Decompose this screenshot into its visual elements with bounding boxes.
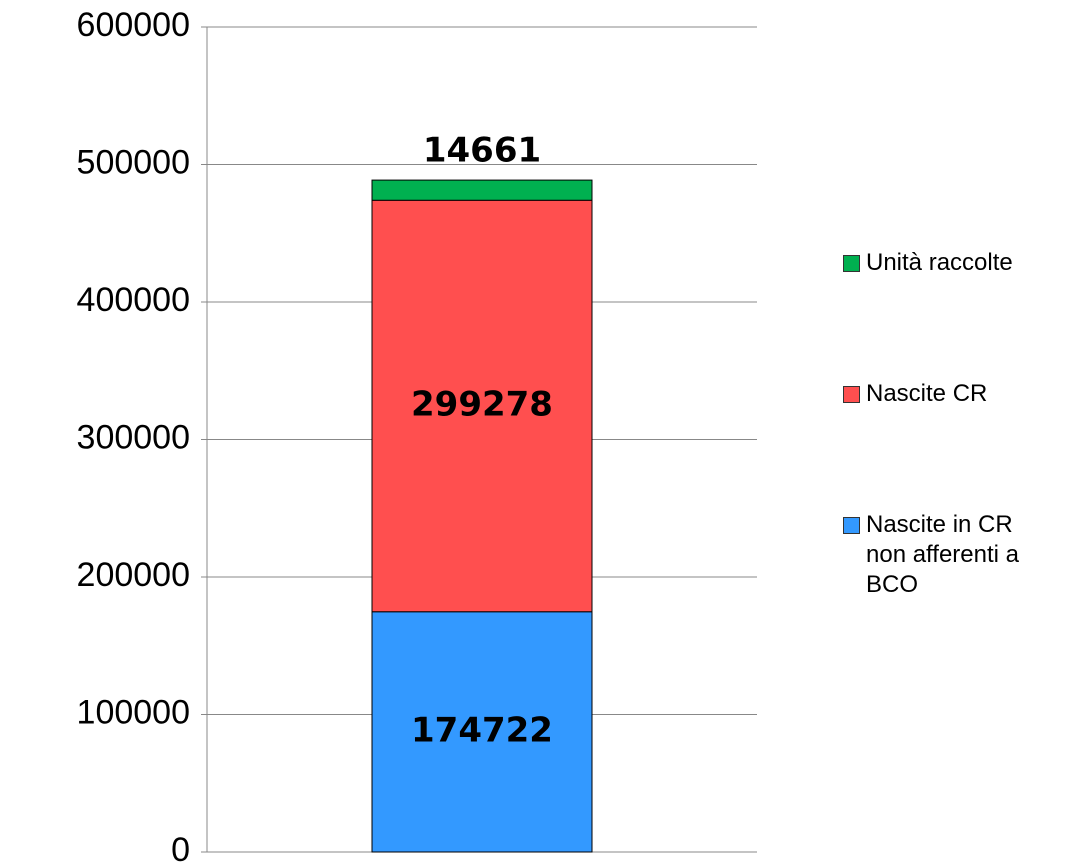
y-tick-label: 600000 [77, 6, 190, 44]
legend-item: Nascite CR [843, 379, 1073, 409]
data-label: 14661 [423, 131, 541, 171]
data-label: 299278 [411, 385, 553, 425]
bar-segment [371, 179, 593, 201]
legend-label: Nascite CR [866, 380, 988, 407]
bar-segment [371, 199, 593, 613]
legend-swatch [843, 517, 860, 534]
y-tick-label: 100000 [77, 693, 190, 731]
legend-swatch [843, 255, 860, 272]
y-tick-label: 300000 [77, 418, 190, 456]
y-tick-label: 200000 [77, 556, 190, 594]
legend-item: Nascite in CR non afferenti a BCO [843, 510, 1073, 600]
y-tick-label: 500000 [77, 143, 190, 181]
legend-label: Nascite in CR non afferenti a BCO [866, 511, 1020, 598]
y-tick-label: 0 [171, 831, 190, 866]
legend-item: Unità raccolte [843, 248, 1073, 278]
legend-swatch [843, 386, 860, 403]
bar-segment [371, 611, 593, 853]
legend-label: Unità raccolte [866, 249, 1013, 276]
data-label: 174722 [411, 710, 553, 750]
y-tick-label: 400000 [77, 281, 190, 319]
